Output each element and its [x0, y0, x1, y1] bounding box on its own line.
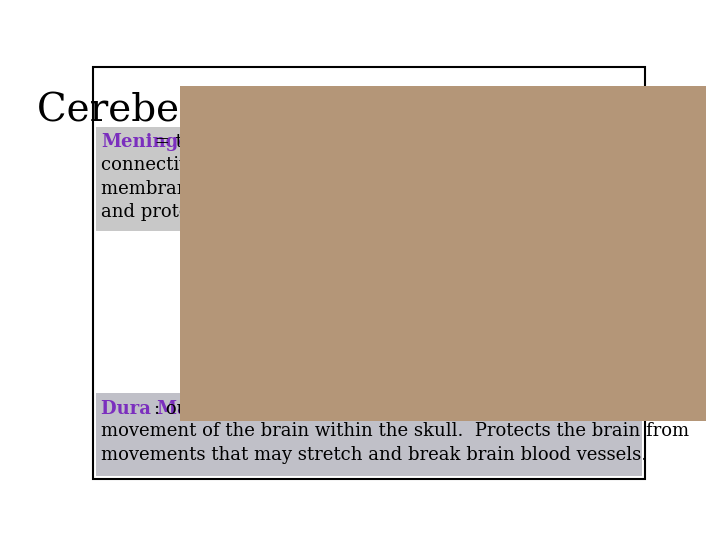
FancyBboxPatch shape — [96, 127, 263, 231]
Text: Dura Mater: Dura Mater — [101, 400, 218, 417]
Text: Cerebellum and other brain parts: Cerebellum and other brain parts — [37, 92, 701, 129]
Text: connective tissue
membranes covering
and protecting brain: connective tissue membranes covering and… — [101, 156, 294, 221]
Text: Meninges: Meninges — [101, 133, 200, 151]
Text: Transverse
sinus: Transverse sinus — [575, 300, 642, 328]
Text: Temporal
bone: Temporal bone — [585, 333, 642, 361]
Text: Cerebellum: Cerebellum — [233, 325, 304, 338]
Text: : outermost meninges; tough and thick.  Can restrict: : outermost meninges; tough and thick. C… — [154, 400, 636, 417]
Text: Skull: Skull — [613, 160, 642, 173]
Text: Superior
sagittal sinus: Superior sagittal sinus — [559, 219, 642, 247]
Text: Tentorium
cerebelli: Tentorium cerebelli — [233, 295, 294, 323]
Text: Arachnoid mater
over medulla
oblongata: Arachnoid mater over medulla oblongata — [233, 358, 337, 401]
Text: movement of the brain within the skull.  Protects the brain from
movements that : movement of the brain within the skull. … — [101, 422, 689, 464]
Text: Scalp: Scalp — [608, 190, 642, 202]
Text: Dura mater: Dura mater — [570, 262, 642, 275]
Text: = three: = three — [148, 133, 224, 151]
Text: Occipital lobe: Occipital lobe — [233, 271, 318, 284]
FancyBboxPatch shape — [96, 393, 642, 476]
